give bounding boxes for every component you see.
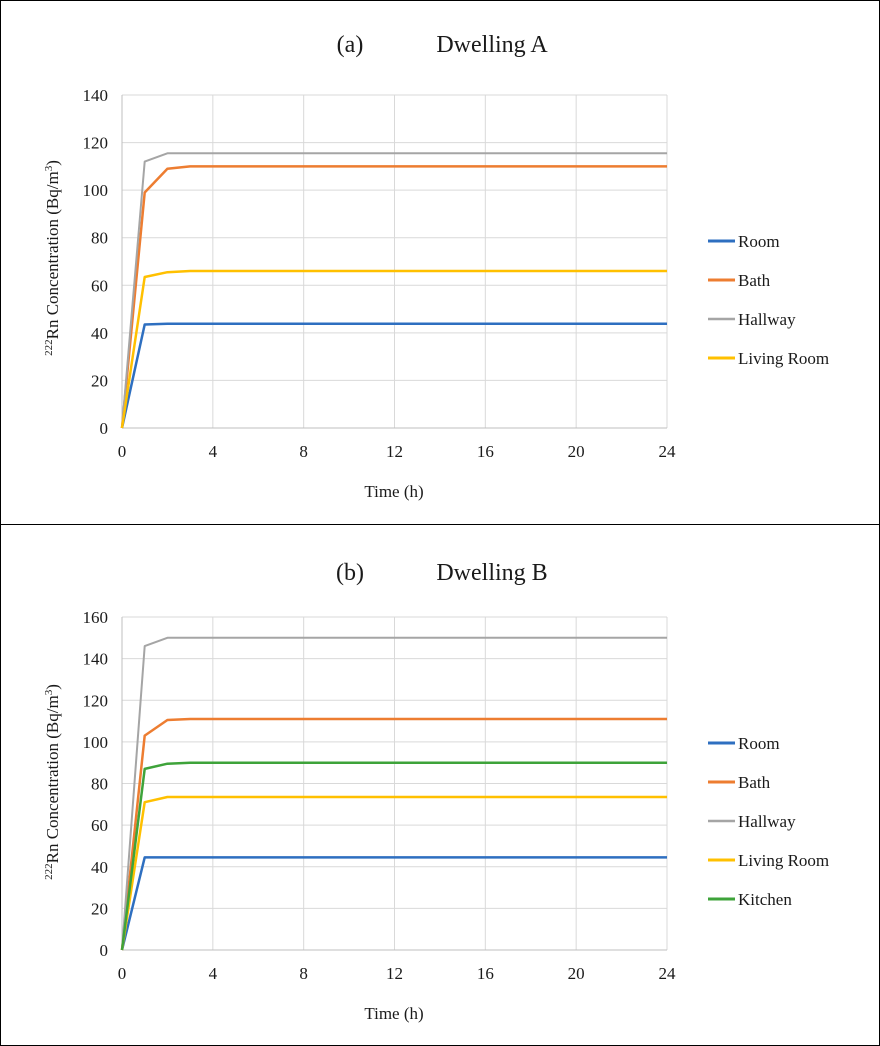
- y-tick-label: 20: [91, 899, 108, 918]
- y-axis-label-isotope: 222: [43, 863, 55, 880]
- y-tick-label: 100: [83, 733, 109, 752]
- series-line-room: [120, 322, 667, 429]
- legend-label-kitchen: Kitchen: [738, 890, 792, 909]
- y-tick-label: 140: [83, 650, 109, 669]
- x-axis-label: Time (h): [364, 482, 423, 501]
- x-tick-label: 8: [299, 964, 308, 983]
- panel-dwelling-a: (a) Dwelling A 222Rn Concentration (Bq/m…: [43, 32, 829, 501]
- x-tick-label: 20: [568, 442, 585, 461]
- x-tick-label: 0: [118, 964, 127, 983]
- x-tick-label: 4: [209, 442, 218, 461]
- y-axis-label-exponent: 3: [43, 689, 55, 695]
- y-tick-label: 60: [91, 276, 108, 295]
- series-line-hallway: [121, 636, 667, 951]
- y-axis-label-main: Rn Concentration (Bq/m: [43, 695, 62, 863]
- series-lines: [120, 636, 667, 951]
- y-tick-label: 160: [83, 608, 109, 627]
- x-tick-label: 8: [299, 442, 308, 461]
- y-tick-label: 80: [91, 775, 108, 794]
- legend-label-bath: Bath: [738, 773, 771, 792]
- y-tick-label: 100: [83, 181, 109, 200]
- x-tick-label: 0: [118, 442, 127, 461]
- y-tick-label: 0: [100, 941, 109, 960]
- y-tick-label: 40: [91, 858, 108, 877]
- chart-title: Dwelling B: [436, 560, 547, 586]
- y-axis-label-close: ): [43, 160, 62, 166]
- legend: Room Bath Hallway Living Room Kitchen: [708, 734, 829, 909]
- y-tick-label: 120: [83, 134, 109, 153]
- series-line-bath: [120, 165, 667, 429]
- chart-title: Dwelling A: [436, 32, 548, 58]
- y-tick-label: 60: [91, 816, 108, 835]
- x-tick-label: 24: [659, 964, 677, 983]
- y-tick-label: 120: [83, 691, 109, 710]
- y-tick-label: 40: [91, 324, 108, 343]
- y-tick-label: 20: [91, 371, 108, 390]
- series-line-bath: [120, 717, 667, 951]
- y-tick-label: 140: [83, 86, 109, 105]
- x-tick-label: 4: [209, 964, 218, 983]
- legend-label-bath: Bath: [738, 271, 771, 290]
- x-tick-label: 12: [386, 442, 403, 461]
- legend-label-hallway: Hallway: [738, 812, 796, 831]
- x-tick-labels: 0 4 8 12 16 20 24: [118, 964, 676, 983]
- y-axis-label-exponent: 3: [43, 165, 55, 171]
- legend-label-room: Room: [738, 734, 780, 753]
- y-tick-labels: 0 20 40 60 80 100 120 140 160: [83, 608, 109, 960]
- legend-label-living-room: Living Room: [738, 851, 829, 870]
- legend-label-living-room: Living Room: [738, 349, 829, 368]
- legend-label-hallway: Hallway: [738, 310, 796, 329]
- series-line-kitchen: [120, 761, 667, 951]
- y-tick-label: 0: [100, 419, 109, 438]
- y-axis-label-close: ): [43, 684, 62, 690]
- y-axis-label: 222Rn Concentration (Bq/m3): [43, 684, 62, 880]
- y-axis-label-isotope: 222: [43, 339, 55, 356]
- x-tick-label: 12: [386, 964, 403, 983]
- y-axis-label-main: Rn Concentration (Bq/m: [43, 171, 62, 339]
- axes: [121, 617, 667, 951]
- legend-label-room: Room: [738, 232, 780, 251]
- x-axis-label: Time (h): [364, 1004, 423, 1023]
- series-lines: [120, 152, 667, 429]
- y-tick-labels: 0 20 40 60 80 100 120 140: [83, 86, 109, 438]
- x-tick-label: 16: [477, 964, 494, 983]
- series-line-hallway: [121, 152, 667, 429]
- x-tick-label: 16: [477, 442, 494, 461]
- y-tick-label: 80: [91, 229, 108, 248]
- gridlines: [122, 94, 668, 428]
- series-line-living-room: [120, 269, 667, 429]
- series-line-living-room: [120, 795, 667, 951]
- axes: [121, 95, 667, 429]
- legend: Room Bath Hallway Living Room: [708, 232, 829, 368]
- gridlines: [122, 616, 668, 950]
- series-line-room: [120, 856, 667, 951]
- panel-label: (b): [336, 560, 364, 586]
- y-axis-label: 222Rn Concentration (Bq/m3): [43, 160, 62, 356]
- panel-label: (a): [337, 32, 364, 58]
- panel-dwelling-b: (b) Dwelling B 222Rn Concentration (Bq/m…: [43, 560, 829, 1023]
- x-tick-label: 20: [568, 964, 585, 983]
- x-tick-label: 24: [659, 442, 677, 461]
- x-tick-labels: 0 4 8 12 16 20 24: [118, 442, 676, 461]
